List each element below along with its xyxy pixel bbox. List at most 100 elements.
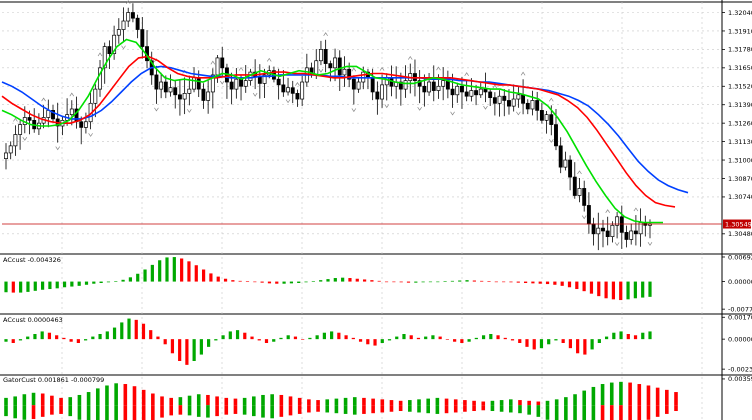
candle[interactable] xyxy=(168,74,173,97)
histogram-bar[interactable] xyxy=(127,318,131,340)
gator-upper-bar[interactable] xyxy=(224,397,229,406)
gator-lower-bar[interactable] xyxy=(371,405,375,414)
candle[interactable] xyxy=(36,113,41,136)
gator-lower-bar[interactable] xyxy=(564,405,568,420)
candle[interactable] xyxy=(356,78,361,93)
histogram-bar[interactable] xyxy=(105,331,109,340)
ac-oscillator-panel-2[interactable] xyxy=(4,318,652,365)
gator-lower-bar[interactable] xyxy=(665,405,669,414)
histogram-bar[interactable] xyxy=(481,335,486,340)
candle[interactable] xyxy=(145,30,149,69)
histogram-bar[interactable] xyxy=(120,322,124,340)
histogram-bar[interactable] xyxy=(257,339,261,341)
gator-lower-bar[interactable] xyxy=(297,405,302,414)
histogram-bar[interactable] xyxy=(395,336,399,340)
histogram-bar[interactable] xyxy=(214,339,218,341)
gator-upper-bar[interactable] xyxy=(288,396,293,406)
histogram-bar[interactable] xyxy=(568,339,573,349)
histogram-bar[interactable] xyxy=(304,281,308,283)
histogram-bar[interactable] xyxy=(633,281,637,299)
gator-upper-bar[interactable] xyxy=(196,394,201,406)
histogram-bar[interactable] xyxy=(187,261,191,282)
candle[interactable] xyxy=(445,70,450,99)
gator-upper-bar[interactable] xyxy=(655,387,660,406)
histogram-bar[interactable] xyxy=(4,281,8,293)
candle[interactable] xyxy=(13,125,18,156)
histogram-bar[interactable] xyxy=(77,281,81,286)
histogram-bar[interactable] xyxy=(431,335,435,340)
histogram-bar[interactable] xyxy=(560,281,564,286)
histogram-bar[interactable] xyxy=(450,280,455,282)
gator-upper-bar[interactable] xyxy=(628,382,632,406)
candle[interactable] xyxy=(342,56,347,87)
gator-lower-bar[interactable] xyxy=(59,405,63,414)
candle[interactable] xyxy=(182,77,187,115)
gator-upper-bar[interactable] xyxy=(123,384,128,406)
candle[interactable] xyxy=(337,50,342,91)
histogram-bar[interactable] xyxy=(136,273,140,282)
histogram-bar[interactable] xyxy=(279,337,283,340)
histogram-bar[interactable] xyxy=(523,281,528,283)
histogram-bar[interactable] xyxy=(170,339,175,354)
gator-lower-bar[interactable] xyxy=(628,405,632,420)
gator-lower-bar[interactable] xyxy=(435,405,440,414)
candle[interactable] xyxy=(88,92,93,130)
histogram-bar[interactable] xyxy=(121,279,125,282)
histogram-bar[interactable] xyxy=(199,339,203,355)
alligator-jaw-line[interactable] xyxy=(1,65,689,194)
gator-upper-bar[interactable] xyxy=(22,394,27,406)
histogram-bar[interactable] xyxy=(373,339,377,346)
histogram-bar[interactable] xyxy=(250,336,254,340)
candle[interactable] xyxy=(582,180,587,212)
histogram-bar[interactable] xyxy=(648,281,652,297)
histogram-bar[interactable] xyxy=(11,339,15,343)
candle[interactable] xyxy=(577,177,582,203)
histogram-bar[interactable] xyxy=(55,335,59,340)
histogram-bar[interactable] xyxy=(648,331,652,340)
histogram-bar[interactable] xyxy=(106,281,111,283)
histogram-bar[interactable] xyxy=(355,278,359,282)
histogram-bar[interactable] xyxy=(91,336,95,340)
candle[interactable] xyxy=(192,67,196,93)
candle[interactable] xyxy=(159,72,164,99)
gator-lower-bar[interactable] xyxy=(270,405,274,419)
histogram-bar[interactable] xyxy=(443,281,447,282)
gator-oscillator-panel[interactable] xyxy=(4,381,678,420)
candle[interactable] xyxy=(521,79,526,115)
candle[interactable] xyxy=(563,151,568,171)
candle[interactable] xyxy=(112,25,117,60)
histogram-bar[interactable] xyxy=(33,281,37,291)
candle[interactable] xyxy=(51,105,55,123)
candle[interactable] xyxy=(32,108,37,133)
candle[interactable] xyxy=(102,42,107,84)
histogram-bar[interactable] xyxy=(576,339,580,354)
histogram-bar[interactable] xyxy=(330,331,334,340)
gator-upper-bar[interactable] xyxy=(371,398,375,406)
gator-lower-bar[interactable] xyxy=(196,405,201,417)
gator-upper-bar[interactable] xyxy=(252,396,256,406)
histogram-bar[interactable] xyxy=(19,281,23,293)
gator-upper-bar[interactable] xyxy=(105,385,109,406)
histogram-bar[interactable] xyxy=(33,334,37,340)
histogram-bar[interactable] xyxy=(158,260,162,282)
gator-lower-bar[interactable] xyxy=(151,405,155,420)
histogram-bar[interactable] xyxy=(40,281,45,290)
histogram-bar[interactable] xyxy=(99,281,103,283)
gator-lower-bar[interactable] xyxy=(527,405,531,415)
candle[interactable] xyxy=(615,212,620,239)
histogram-bar[interactable] xyxy=(554,339,558,341)
gator-lower-bar[interactable] xyxy=(380,405,385,413)
histogram-bar[interactable] xyxy=(567,281,572,288)
gator-upper-bar[interactable] xyxy=(472,400,476,406)
candle[interactable] xyxy=(286,77,290,96)
histogram-bar[interactable] xyxy=(194,265,198,282)
histogram-bar[interactable] xyxy=(40,331,44,340)
histogram-bar[interactable] xyxy=(84,281,89,285)
gator-lower-bar[interactable] xyxy=(453,405,458,413)
candle[interactable] xyxy=(173,81,178,109)
candle[interactable] xyxy=(624,225,629,248)
gator-lower-bar[interactable] xyxy=(316,405,320,412)
histogram-bar[interactable] xyxy=(221,335,225,340)
gator-lower-bar[interactable] xyxy=(398,405,403,412)
candle[interactable] xyxy=(121,7,126,42)
